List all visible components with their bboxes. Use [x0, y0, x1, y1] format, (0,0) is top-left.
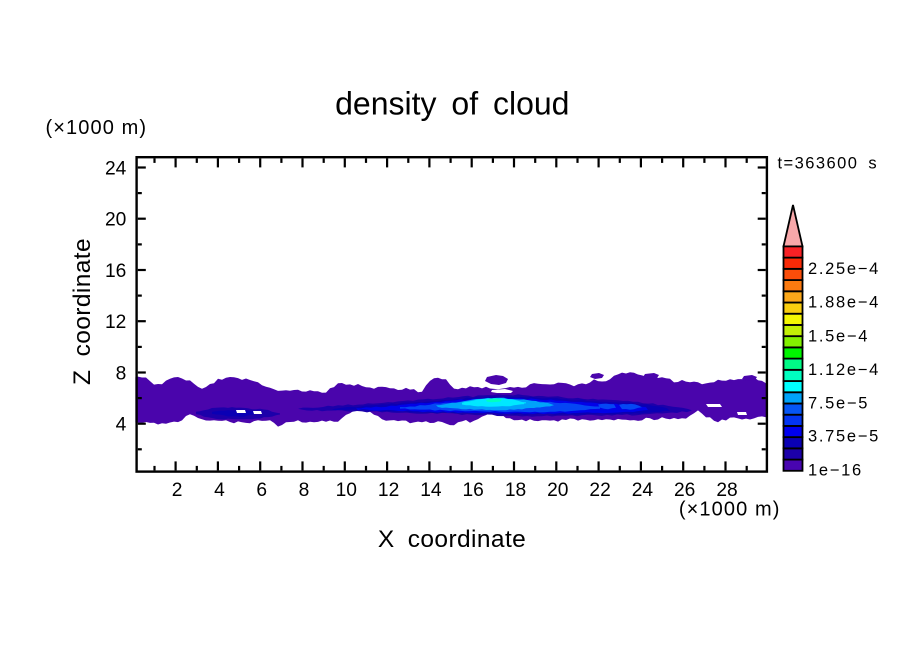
svg-text:1.12e−4: 1.12e−4 — [808, 361, 880, 379]
svg-text:4: 4 — [214, 480, 225, 501]
svg-text:16: 16 — [105, 261, 126, 282]
svg-text:X coordinate: X coordinate — [378, 526, 526, 553]
svg-text:12: 12 — [378, 480, 399, 501]
svg-text:(×1000 m): (×1000 m) — [46, 117, 148, 139]
svg-text:12: 12 — [105, 312, 126, 333]
svg-text:24: 24 — [105, 158, 127, 179]
svg-text:18: 18 — [505, 480, 526, 501]
svg-text:10: 10 — [336, 480, 357, 501]
svg-text:1.88e−4: 1.88e−4 — [808, 294, 880, 312]
svg-text:6: 6 — [256, 480, 267, 501]
svg-text:t=363600 s: t=363600 s — [778, 155, 879, 173]
svg-text:(×1000 m): (×1000 m) — [679, 498, 781, 520]
svg-text:28: 28 — [716, 480, 737, 501]
svg-text:1e−16: 1e−16 — [808, 462, 863, 480]
svg-text:7.5e−5: 7.5e−5 — [808, 394, 869, 412]
svg-text:Z coordinate: Z coordinate — [69, 238, 96, 385]
svg-text:2.25e−4: 2.25e−4 — [808, 260, 880, 278]
svg-text:16: 16 — [463, 480, 484, 501]
svg-text:24: 24 — [632, 480, 654, 501]
svg-text:4: 4 — [116, 415, 127, 436]
svg-text:26: 26 — [674, 480, 695, 501]
svg-text:14: 14 — [420, 480, 442, 501]
svg-text:density of cloud: density of cloud — [335, 85, 569, 121]
svg-text:22: 22 — [589, 480, 610, 501]
svg-text:8: 8 — [299, 480, 310, 501]
svg-text:3.75e−5: 3.75e−5 — [808, 428, 880, 446]
svg-text:2: 2 — [172, 480, 183, 501]
svg-text:20: 20 — [105, 210, 126, 231]
svg-text:8: 8 — [116, 363, 127, 384]
svg-text:20: 20 — [547, 480, 568, 501]
svg-text:1.5e−4: 1.5e−4 — [808, 328, 869, 346]
